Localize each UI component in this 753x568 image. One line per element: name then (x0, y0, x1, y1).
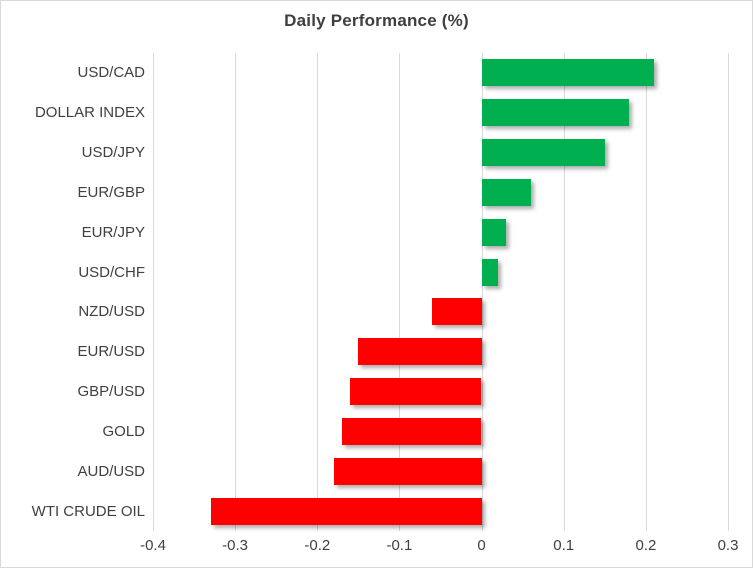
plot-area (153, 53, 729, 531)
bar-usd-chf (481, 258, 498, 286)
gridline (317, 53, 319, 531)
bar-usd-cad (481, 59, 655, 87)
bar-wti-crude-oil (210, 497, 482, 525)
bar-eur-usd (358, 338, 482, 366)
x-tick-label: 0.1 (553, 537, 575, 554)
x-tick-label: 0.2 (635, 537, 657, 554)
chart-title: Daily Performance (%) (284, 11, 469, 30)
x-tick-label: 0 (477, 537, 486, 554)
category-label-usd-chf: USD/CHF (78, 263, 145, 281)
gridline (153, 53, 154, 531)
gridline (481, 53, 483, 531)
bar-aud-usd (333, 457, 482, 485)
category-axis-labels: USD/CAD DOLLAR INDEX USD/JPY EUR/GBP EUR/JPY… (1, 53, 145, 531)
bar-dollar-index (481, 99, 630, 127)
gridline (645, 53, 647, 531)
category-label-gold: GOLD (102, 422, 145, 440)
gridline (399, 53, 401, 531)
gridline (728, 53, 729, 531)
category-label-gbp-usd: GBP/USD (77, 383, 145, 401)
x-tick-label: -0.2 (304, 537, 331, 554)
category-label-eur-gbp: EUR/GBP (77, 183, 145, 201)
category-label-wti-crude-oil: WTI CRUDE OIL (31, 502, 145, 520)
x-tick-label: -0.1 (386, 537, 413, 554)
category-label-usd-jpy: USD/JPY (81, 144, 145, 162)
bar-usd-jpy (481, 139, 605, 167)
bar-gbp-usd (350, 378, 482, 406)
category-label-aud-usd: AUD/USD (77, 462, 145, 480)
x-tick-label: -0.3 (222, 537, 249, 554)
x-tick-label: -0.4 (140, 537, 166, 554)
category-label-nzd-usd: NZD/USD (78, 303, 145, 321)
gridline (235, 53, 237, 531)
bar-gold (341, 417, 482, 445)
bar-nzd-usd (432, 298, 482, 326)
category-label-dollar-index: DOLLAR INDEX (34, 104, 145, 122)
x-tick-label: 0.3 (717, 537, 739, 554)
x-axis-labels: -0.4 -0.3 -0.2 -0.1 0 0.1 0.2 0.3 (140, 537, 738, 557)
category-label-usd-cad: USD/CAD (77, 64, 145, 82)
category-label-eur-usd: EUR/USD (77, 343, 145, 361)
category-label-eur-jpy: EUR/JPY (81, 223, 145, 241)
bar-eur-jpy (481, 218, 507, 246)
gridline (563, 53, 565, 531)
bar-eur-gbp (481, 178, 531, 206)
